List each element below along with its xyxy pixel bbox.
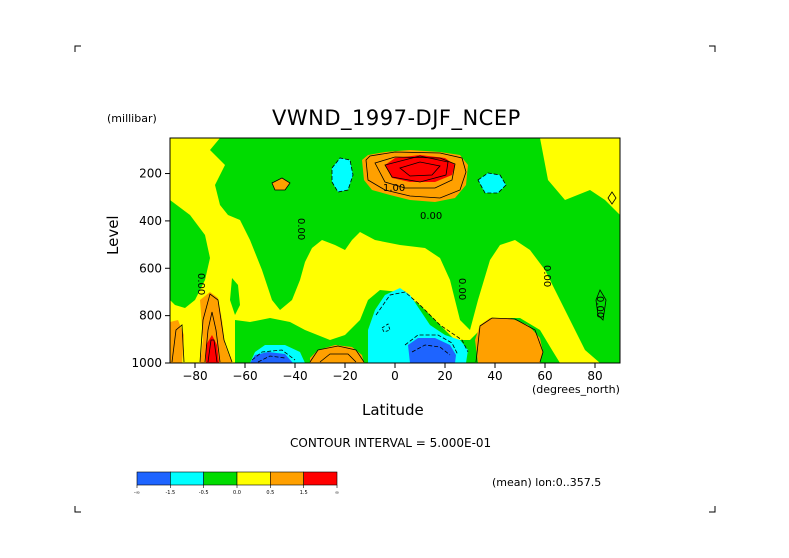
y-tick-label: 200 — [139, 167, 162, 181]
green-region-left — [170, 200, 210, 308]
colorbar-swatch — [236, 471, 271, 486]
colorbar-swatch — [303, 471, 338, 486]
contour-label: 0.00 — [541, 265, 552, 287]
contour-label-group: 0.00 0.00 0.00 0.00 0.00 0.00 1.00 — [195, 183, 605, 318]
plot-area: 0.00 0.00 0.00 0.00 0.00 0.00 1.00 — [169, 137, 621, 364]
x-tick-label: −60 — [232, 369, 257, 383]
colorbar-label: -1.5 — [165, 490, 175, 496]
colorbar-label: 0.5 — [266, 490, 274, 496]
contour-label: 0.00 — [456, 278, 467, 300]
plot-corners — [74, 45, 716, 513]
x-tick-label: 80 — [587, 369, 602, 383]
orange-region-east — [475, 318, 543, 363]
colorbar-swatch — [170, 471, 204, 486]
x-tick-label: 40 — [487, 369, 502, 383]
contour-label: 1.00 — [383, 183, 405, 194]
y-axis-units: (millibar) — [107, 112, 157, 125]
x-tick-label: 60 — [537, 369, 552, 383]
cyan-region-upper-east — [478, 173, 506, 193]
x-tick-label: −40 — [282, 369, 307, 383]
cyan-region-upper — [332, 158, 353, 192]
contour-interval-text: CONTOUR INTERVAL = 5.000E-01 — [290, 436, 492, 450]
x-tick-label: 0 — [391, 369, 399, 383]
blue-region-eq — [408, 338, 456, 363]
chart-title: VWND_1997-DJF_NCEP — [272, 106, 521, 130]
red-region-south — [206, 335, 219, 363]
colorbar-label: ∞ — [335, 490, 339, 496]
contour-label: 0.00 — [594, 296, 605, 318]
y-tick-label: 600 — [139, 261, 162, 275]
colorbar-label: -∞ — [134, 490, 140, 496]
contour-lines — [171, 151, 617, 363]
x-tick-label: 20 — [437, 369, 452, 383]
colorbar-swatch — [203, 471, 238, 486]
y-axis-label: Level — [104, 215, 122, 255]
green-region-main — [210, 138, 620, 363]
x-tick-label: −80 — [182, 369, 207, 383]
y-tick-label: 1000 — [131, 356, 162, 370]
colorbar-swatch — [136, 471, 171, 486]
x-axis-units: (degrees_north) — [532, 383, 620, 396]
contour-label: 0.00 — [295, 218, 306, 240]
green-region-small — [230, 278, 240, 315]
colorbar: -∞ -1.5 -0.5 0.0 0.5 1.5 ∞ — [134, 471, 339, 496]
red-region-jet — [385, 155, 455, 182]
y-tick-label: 800 — [139, 309, 162, 323]
x-axis-label: Latitude — [362, 401, 424, 419]
mean-text: (mean) lon:0..357.5 — [492, 476, 602, 489]
colorbar-swatch — [270, 471, 304, 486]
colorbar-label: -0.5 — [199, 490, 209, 496]
colorbar-label: 0.0 — [233, 490, 241, 496]
x-tick-label: −20 — [332, 369, 357, 383]
axes: −80 −60 −40 −20 0 20 40 60 80 200 400 600 800 1000 — [131, 167, 602, 383]
y-tick-label: 400 — [139, 214, 162, 228]
contour-label: 0.00 — [195, 273, 206, 295]
contour-label: 0.00 — [420, 211, 442, 222]
colorbar-label: 1.5 — [300, 490, 308, 496]
